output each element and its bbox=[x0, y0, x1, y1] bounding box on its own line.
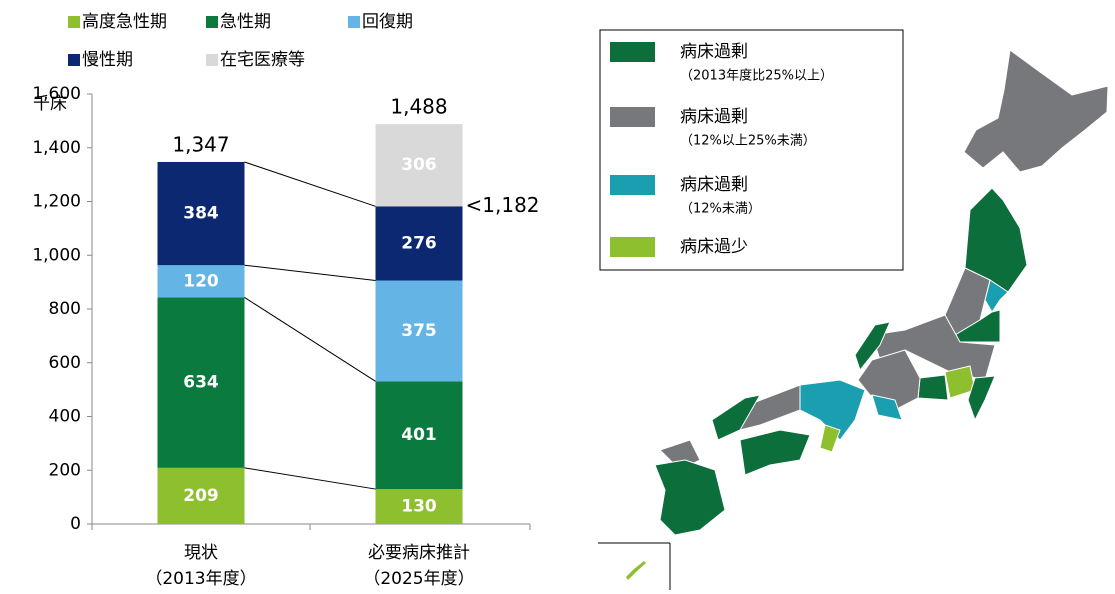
map-region bbox=[854, 321, 891, 372]
map-region bbox=[654, 459, 726, 536]
data-label: 120 bbox=[183, 271, 219, 291]
map-legend-swatch bbox=[610, 42, 655, 62]
map-legend-box bbox=[599, 29, 904, 271]
x-tick-note: （2025年度） bbox=[363, 569, 474, 589]
bar-segment bbox=[375, 280, 463, 382]
y-tick-label: 200 bbox=[49, 460, 81, 480]
data-label: 634 bbox=[183, 373, 219, 393]
legend-swatch bbox=[206, 54, 218, 66]
map-region bbox=[917, 374, 949, 401]
legend-swatch bbox=[206, 16, 218, 28]
bar-segment bbox=[375, 489, 463, 524]
subtotal-label: <1,182 bbox=[466, 193, 540, 217]
connector bbox=[244, 161, 376, 207]
map-legend-swatch bbox=[610, 175, 655, 195]
y-tick-label: 600 bbox=[49, 353, 81, 373]
y-tick-label: 800 bbox=[49, 299, 81, 319]
map-legend-swatch bbox=[610, 237, 655, 257]
data-label: 384 bbox=[183, 204, 219, 224]
y-tick-label: 400 bbox=[49, 407, 81, 427]
map-legend-label: 病床過少 bbox=[680, 237, 748, 257]
legend-swatch bbox=[68, 54, 80, 66]
y-tick-label: 1,000 bbox=[32, 245, 81, 265]
data-label: 276 bbox=[401, 233, 437, 253]
connector bbox=[244, 467, 376, 490]
bar-segment bbox=[157, 161, 245, 266]
data-label: 209 bbox=[183, 486, 219, 506]
map-legend-label: 病床過剰 bbox=[680, 107, 748, 127]
data-label: 306 bbox=[401, 155, 437, 175]
map-region bbox=[739, 429, 811, 476]
map-legend-label: 病床過剰 bbox=[680, 42, 748, 62]
x-tick-note: （2013年度） bbox=[145, 569, 256, 589]
legend-label: 急性期 bbox=[220, 12, 271, 32]
bar-segment bbox=[375, 124, 463, 207]
japan-map bbox=[598, 49, 1109, 590]
bar-segment bbox=[157, 265, 245, 298]
data-label: 401 bbox=[401, 425, 437, 445]
connector bbox=[244, 297, 376, 382]
bar-segment bbox=[157, 297, 245, 468]
x-tick-label: 現状 bbox=[184, 543, 218, 563]
connector bbox=[244, 264, 376, 282]
map-region bbox=[984, 279, 1009, 313]
y-unit: 千床 bbox=[33, 94, 67, 114]
legend-label: 高度急性期 bbox=[82, 12, 167, 32]
bar-segment bbox=[157, 467, 245, 524]
map-legend-swatch bbox=[610, 107, 655, 127]
bar-segment bbox=[375, 381, 463, 490]
legend-label: 回復期 bbox=[362, 12, 413, 32]
legend-label: 慢性期 bbox=[82, 49, 133, 70]
map-region bbox=[711, 394, 761, 441]
map-legend-note: （12%以上25%未満） bbox=[680, 134, 816, 149]
total-label: 1,347 bbox=[172, 132, 229, 156]
map-region bbox=[626, 561, 646, 580]
x-tick-label: 必要病床推計 bbox=[368, 543, 470, 563]
map-legend-note: （2013年度比25%以上） bbox=[680, 68, 833, 84]
y-tick-label: 1,200 bbox=[32, 192, 81, 212]
map-region bbox=[871, 394, 903, 421]
map-region bbox=[967, 375, 996, 422]
data-label: 130 bbox=[401, 497, 437, 517]
data-label: 375 bbox=[401, 321, 437, 341]
map-legend-note: （12%未満） bbox=[680, 202, 761, 217]
map-region bbox=[963, 49, 1109, 173]
legend-label: 在宅医療等 bbox=[220, 50, 305, 70]
map-legend-label: 病床過剰 bbox=[680, 175, 748, 195]
legend-swatch bbox=[68, 16, 80, 28]
legend-swatch bbox=[348, 16, 360, 28]
y-tick-label: 1,600 bbox=[32, 84, 81, 104]
total-label: 1,488 bbox=[390, 95, 447, 119]
y-tick-label: 0 bbox=[70, 514, 81, 534]
map-region bbox=[799, 379, 866, 441]
bar-segment bbox=[375, 206, 463, 281]
map-region bbox=[819, 424, 841, 453]
y-tick-label: 1,400 bbox=[32, 138, 81, 158]
